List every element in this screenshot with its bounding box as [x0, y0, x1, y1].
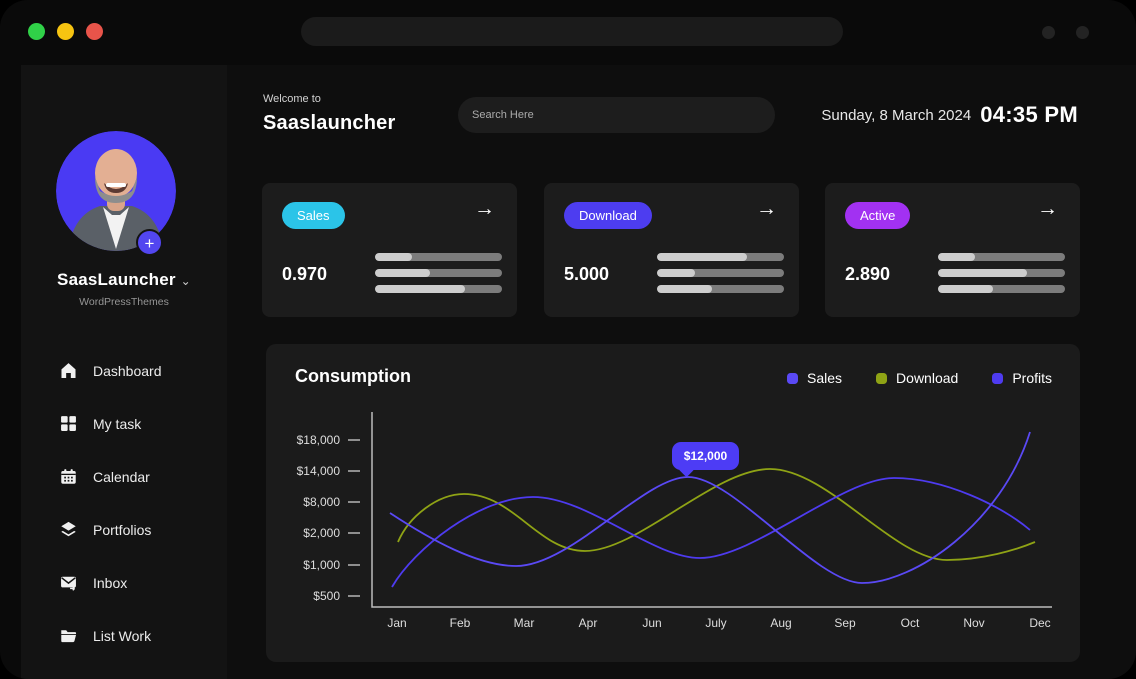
- progress-bar: [657, 285, 784, 293]
- legend-item-sales[interactable]: Sales: [787, 370, 842, 386]
- time-label: 04:35 PM: [980, 102, 1078, 127]
- chevron-down-icon: ⌄: [180, 274, 191, 288]
- status-badge: Active: [845, 202, 911, 229]
- inbox-icon: [60, 574, 77, 591]
- profile-subtitle: WordPressThemes: [79, 296, 169, 308]
- progress-bar: [938, 269, 1065, 277]
- stat-card-download[interactable]: Download → 5.000: [544, 183, 799, 317]
- arrow-right-icon[interactable]: →: [474, 197, 495, 220]
- address-bar[interactable]: [301, 17, 843, 46]
- progress-bars: [657, 253, 784, 301]
- y-axis-label: $1,000: [303, 558, 340, 572]
- stat-card-active[interactable]: Active → 2.890: [825, 183, 1080, 317]
- window-controls: [28, 23, 103, 40]
- y-axis-label: $2,000: [303, 526, 340, 540]
- x-axis-label: Aug: [770, 616, 792, 630]
- browser-menu-dot[interactable]: [1076, 26, 1089, 39]
- status-badge: Download: [564, 202, 652, 229]
- sidebar-item-dashboard[interactable]: Dashboard: [21, 344, 227, 397]
- date-label: Sunday, 8 March 2024: [821, 106, 972, 124]
- status-badge: Sales: [282, 202, 345, 229]
- sidebar: + SaasLauncher ⌄ WordPressThemes Dashboar…: [21, 65, 227, 679]
- chart-tooltip: $12,000: [672, 442, 739, 470]
- add-profile-button[interactable]: +: [136, 229, 163, 256]
- welcome-block: Welcome to Saaslauncher: [263, 93, 395, 135]
- avatar[interactable]: +: [56, 131, 176, 256]
- browser-menu-dot[interactable]: [1042, 26, 1055, 39]
- download-line: [397, 468, 1036, 561]
- datetime: Sunday, 8 March 2024 04:35 PM: [821, 102, 1078, 128]
- x-axis-label: Mar: [513, 616, 535, 630]
- profile-name[interactable]: SaasLauncher ⌄: [21, 270, 227, 290]
- chart-axis: [371, 412, 1052, 608]
- consumption-chart-card: Consumption Sales Download Profits $18,0…: [266, 344, 1080, 662]
- y-axis-label: $18,000: [296, 433, 340, 447]
- sidebar-item-inbox[interactable]: Inbox: [21, 556, 227, 609]
- x-axis-label: Sep: [834, 616, 856, 630]
- arrow-right-icon[interactable]: →: [1037, 197, 1058, 220]
- legend-dot: [992, 372, 1004, 384]
- legend-item-download[interactable]: Download: [876, 370, 958, 386]
- calendar-icon: [60, 468, 77, 485]
- grid-icon: [60, 415, 77, 432]
- card-value: 2.890: [845, 264, 891, 284]
- card-value: 5.000: [564, 264, 610, 284]
- page-title: Saaslauncher: [263, 112, 396, 134]
- traffic-light-yellow[interactable]: [57, 23, 74, 40]
- legend-dot: [787, 372, 799, 384]
- x-axis-label: Oct: [900, 616, 920, 630]
- traffic-light-green[interactable]: [28, 23, 45, 40]
- sidebar-nav: Dashboard My task Calendar Portfolios: [21, 344, 227, 662]
- folder-icon: [60, 627, 77, 644]
- x-axis-label: Dec: [1029, 616, 1051, 630]
- x-axis-label: Apr: [578, 616, 598, 630]
- progress-bar: [375, 269, 502, 277]
- x-axis-label: Jun: [642, 616, 662, 630]
- sidebar-item-my-task[interactable]: My task: [21, 397, 227, 450]
- search-input[interactable]: [472, 109, 752, 121]
- y-axis-label: $8,000: [303, 495, 340, 509]
- chart-title: Consumption: [295, 366, 411, 386]
- legend-dot: [876, 372, 888, 384]
- sales-line: [389, 431, 1031, 584]
- traffic-light-red[interactable]: [86, 23, 103, 40]
- layers-icon: [60, 521, 77, 538]
- x-axis-label: July: [705, 616, 727, 630]
- card-value: 0.970: [282, 264, 328, 284]
- search-bar[interactable]: [458, 97, 775, 133]
- home-icon: [60, 362, 77, 379]
- browser-menu: [1042, 26, 1089, 39]
- welcome-label: Welcome to: [263, 93, 321, 105]
- progress-bars: [375, 253, 502, 301]
- progress-bar: [657, 253, 784, 261]
- arrow-right-icon[interactable]: →: [756, 197, 777, 220]
- progress-bars: [938, 253, 1065, 301]
- progress-bar: [375, 253, 502, 261]
- progress-bar: [938, 285, 1065, 293]
- x-axis-label: Jan: [387, 616, 407, 630]
- y-axis-label: $500: [313, 589, 340, 603]
- x-axis-label: Feb: [449, 616, 471, 630]
- stat-card-sales[interactable]: Sales → 0.970: [262, 183, 517, 317]
- main-content: Welcome to Saaslauncher Sunday, 8 March …: [227, 65, 1136, 679]
- browser-topbar: [0, 0, 1136, 65]
- sidebar-item-portfolios[interactable]: Portfolios: [21, 503, 227, 556]
- x-axis-label: Nov: [963, 616, 985, 630]
- progress-bar: [657, 269, 784, 277]
- progress-bar: [938, 253, 1065, 261]
- sidebar-item-list-work[interactable]: List Work: [21, 609, 227, 662]
- progress-bar: [375, 285, 502, 293]
- line-chart: [371, 412, 1052, 608]
- profits-line: [391, 477, 1031, 588]
- profile-name-label: SaasLauncher: [57, 270, 176, 289]
- sidebar-item-calendar[interactable]: Calendar: [21, 450, 227, 503]
- legend-item-profits[interactable]: Profits: [992, 370, 1052, 386]
- y-axis-label: $14,000: [296, 464, 340, 478]
- chart-legend: Sales Download Profits: [787, 370, 1052, 386]
